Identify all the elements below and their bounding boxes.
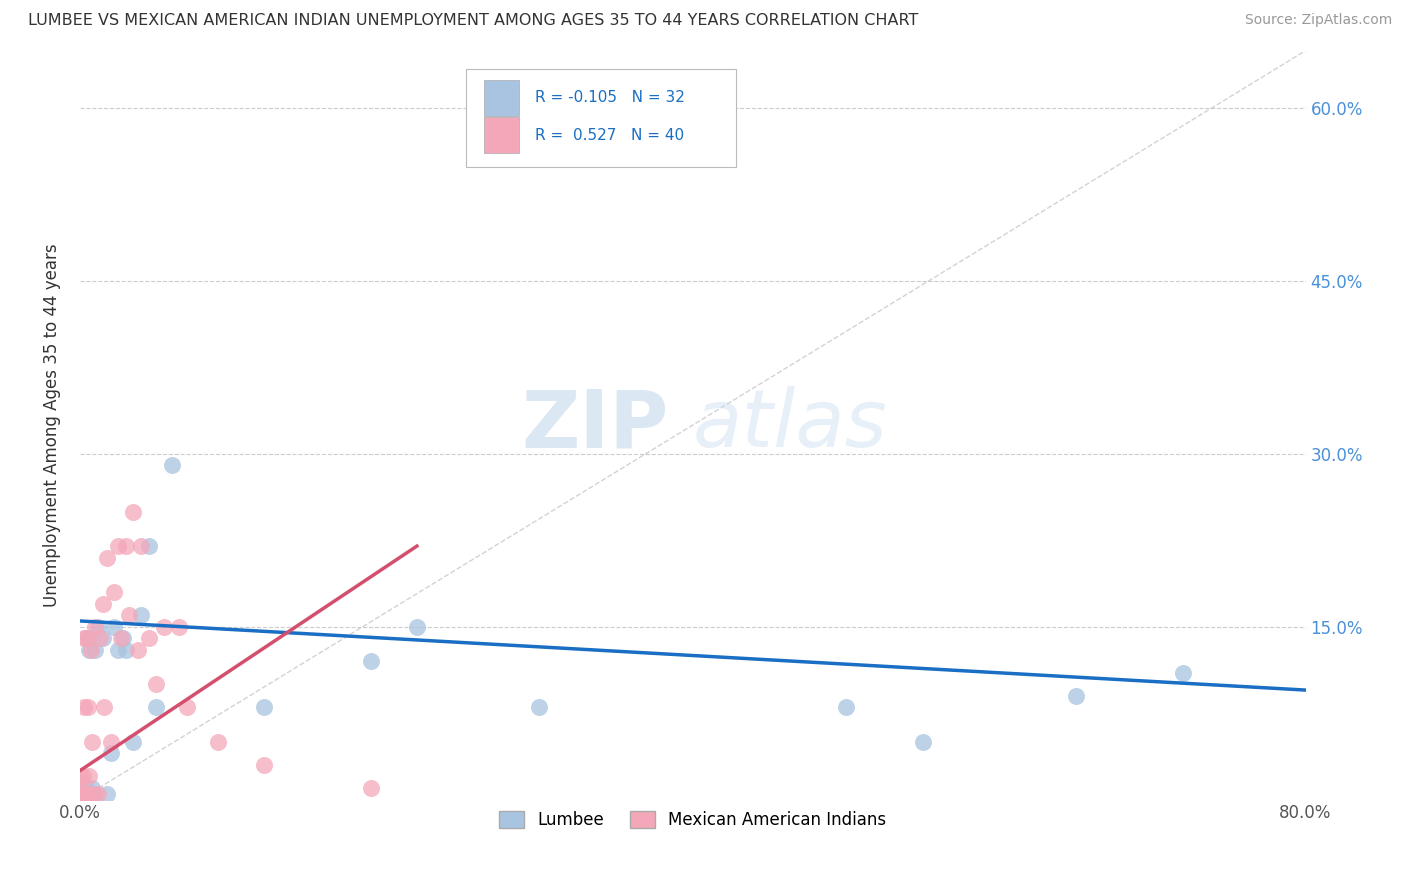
Point: [77, 769, 100, 783]
Text: atlas: atlas: [693, 386, 887, 464]
Point: [176, 700, 198, 714]
Point: [111, 632, 134, 646]
Point: [83, 787, 105, 801]
Point: [76, 632, 98, 646]
Point: [145, 677, 167, 691]
Point: [129, 539, 152, 553]
Point: [107, 539, 129, 553]
Point: [103, 585, 125, 599]
Point: [360, 654, 382, 668]
Point: [73, 632, 96, 646]
Point: [70, 787, 93, 801]
Point: [1171, 665, 1194, 680]
Point: [82, 780, 104, 795]
Point: [1064, 689, 1087, 703]
Point: [83, 787, 105, 801]
Point: [75, 787, 97, 801]
Point: [253, 700, 276, 714]
Point: [79, 642, 101, 657]
Bar: [484, 80, 519, 116]
Point: [77, 642, 100, 657]
Point: [75, 780, 97, 795]
Point: [100, 735, 122, 749]
Text: ZIP: ZIP: [522, 386, 668, 464]
Point: [529, 700, 551, 714]
Point: [84, 620, 107, 634]
Point: [122, 735, 145, 749]
Point: [911, 735, 934, 749]
Text: R =  0.527   N = 40: R = 0.527 N = 40: [534, 128, 683, 143]
FancyBboxPatch shape: [465, 70, 735, 167]
Point: [84, 642, 107, 657]
Legend: Lumbee, Mexican American Indians: Lumbee, Mexican American Indians: [492, 805, 893, 836]
Bar: [484, 118, 519, 153]
Point: [145, 700, 167, 714]
Point: [73, 787, 96, 801]
Point: [207, 735, 229, 749]
Point: [160, 458, 183, 473]
Point: [138, 632, 160, 646]
Point: [835, 700, 858, 714]
Point: [89, 632, 111, 646]
Text: R = -0.105   N = 32: R = -0.105 N = 32: [534, 90, 685, 105]
Point: [69, 787, 91, 801]
Point: [129, 608, 152, 623]
Point: [406, 620, 429, 634]
Point: [72, 769, 94, 783]
Point: [360, 780, 382, 795]
Point: [107, 642, 129, 657]
Y-axis label: Unemployment Among Ages 35 to 44 years: Unemployment Among Ages 35 to 44 years: [44, 244, 60, 607]
Point: [127, 642, 149, 657]
Point: [96, 787, 118, 801]
Point: [118, 608, 141, 623]
Point: [76, 700, 98, 714]
Point: [110, 632, 132, 646]
Point: [73, 700, 96, 714]
Point: [76, 787, 98, 801]
Point: [75, 632, 97, 646]
Point: [91, 597, 114, 611]
Point: [138, 539, 160, 553]
Point: [122, 504, 145, 518]
Point: [96, 550, 118, 565]
Point: [73, 787, 96, 801]
Point: [84, 787, 107, 801]
Point: [70, 775, 93, 789]
Point: [103, 620, 125, 634]
Point: [79, 787, 101, 801]
Text: Source: ZipAtlas.com: Source: ZipAtlas.com: [1244, 13, 1392, 28]
Point: [253, 758, 276, 772]
Point: [82, 735, 104, 749]
Point: [169, 620, 191, 634]
Point: [72, 787, 94, 801]
Point: [72, 787, 94, 801]
Point: [87, 620, 110, 634]
Point: [75, 787, 97, 801]
Point: [93, 700, 115, 714]
Point: [100, 747, 122, 761]
Text: LUMBEE VS MEXICAN AMERICAN INDIAN UNEMPLOYMENT AMONG AGES 35 TO 44 YEARS CORRELA: LUMBEE VS MEXICAN AMERICAN INDIAN UNEMPL…: [28, 13, 918, 29]
Point: [69, 769, 91, 783]
Point: [87, 787, 110, 801]
Point: [153, 620, 176, 634]
Point: [91, 632, 114, 646]
Point: [114, 642, 136, 657]
Point: [114, 539, 136, 553]
